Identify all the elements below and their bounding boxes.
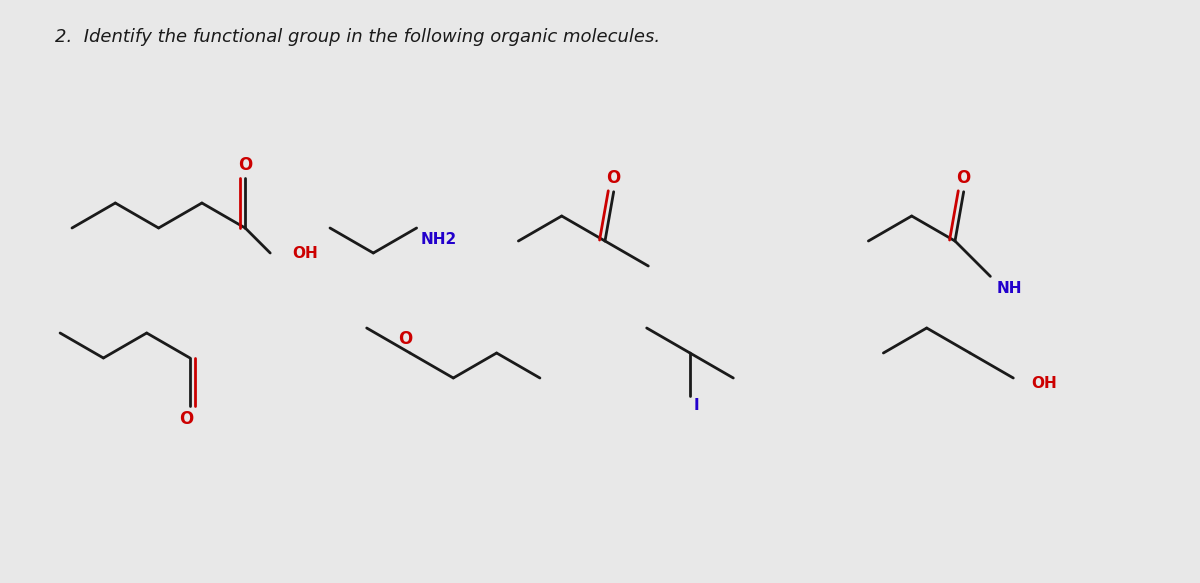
Text: O: O [606, 168, 620, 187]
Text: O: O [179, 409, 193, 427]
Text: 2.  Identify the functional group in the following organic molecules.: 2. Identify the functional group in the … [55, 28, 660, 46]
Text: NH2: NH2 [421, 233, 457, 248]
Text: O: O [238, 156, 252, 174]
Text: O: O [398, 330, 412, 348]
Text: OH: OH [1031, 375, 1057, 391]
Text: I: I [694, 398, 700, 413]
Text: NH: NH [996, 281, 1022, 296]
Text: OH: OH [293, 245, 318, 261]
Text: O: O [956, 168, 971, 187]
